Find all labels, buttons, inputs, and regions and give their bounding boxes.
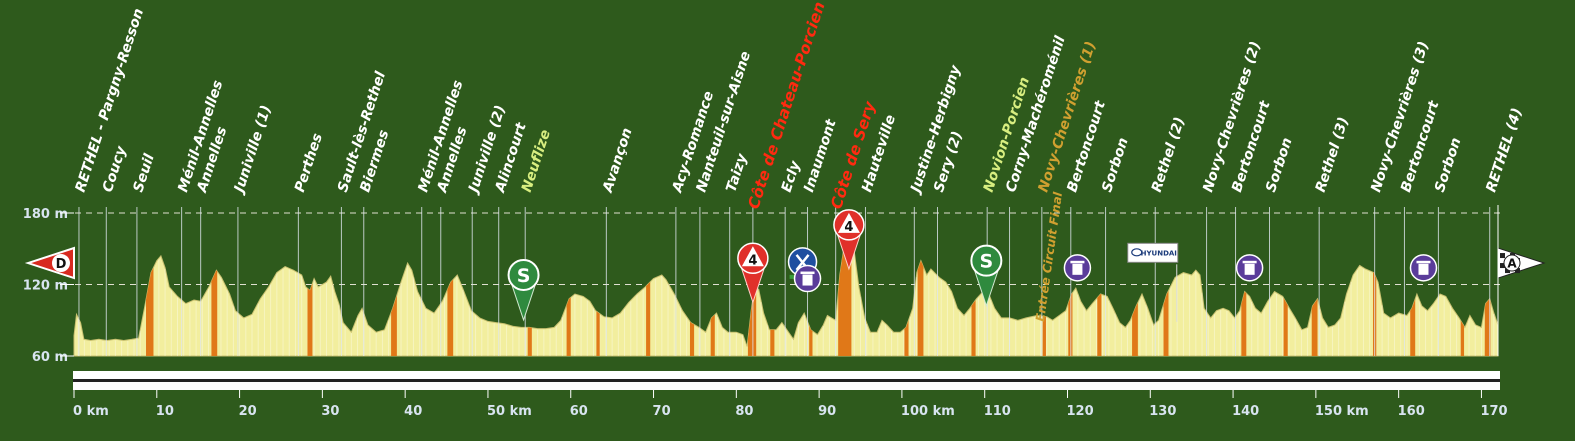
climb-stripe (809, 325, 813, 356)
climb-stripe (747, 286, 757, 356)
climb-stripe (770, 329, 775, 356)
kom-triangle (837, 212, 860, 233)
x-tick-label: 80 (735, 404, 753, 419)
axis-labels: 60 m 120 m 180 m 0 km 10 20 30 40 50 km 60 70 80 90 1… (23, 205, 1508, 419)
y-tick-label: 60 m (32, 350, 68, 365)
trash-lid-icon (1242, 260, 1257, 264)
x-tick-label: 140 (1232, 404, 1259, 419)
finish-check (1500, 253, 1505, 259)
trash-bin-icon (1072, 263, 1083, 275)
finish-check (1505, 268, 1510, 274)
trash-lid-icon (1416, 260, 1431, 264)
kom-triangle (741, 246, 764, 267)
climb-stripe (1460, 320, 1465, 356)
feed-knife-icon (795, 254, 810, 271)
sponsor-logo-text: HYUNDAI (1141, 249, 1177, 257)
x-tick-label: 30 (321, 404, 339, 419)
x-tick-label: 170 (1480, 404, 1507, 419)
x-tick-label: 110 (984, 404, 1011, 419)
x-tick-label: 150 km (1315, 404, 1369, 419)
climb-stripe (596, 311, 600, 356)
kom-category: 4 (844, 220, 853, 235)
climb-stripe (1163, 290, 1169, 356)
sprint-circle (970, 244, 1003, 277)
climb-stripe (1042, 316, 1046, 356)
climb-stripe (146, 267, 154, 356)
sponsor-logo-icon (1131, 248, 1143, 257)
route-markers: D A S S 4 4 HYUNDAI (24, 209, 1546, 322)
start-circle (52, 254, 70, 273)
distance-bar-line (73, 379, 1500, 382)
climb-stripe (211, 270, 218, 356)
sprint-circle (507, 258, 540, 291)
distance-bar (73, 371, 1500, 390)
climb-stripe (917, 260, 924, 356)
finish-check (1515, 268, 1520, 274)
x-tick-label: 120 (1066, 404, 1093, 419)
climb-stripe (904, 320, 909, 356)
climb-stripe (1241, 291, 1247, 356)
climb-stripe (1283, 297, 1288, 356)
trash-lid-icon (800, 271, 815, 275)
climb-stripe (566, 297, 571, 356)
x-tick-label: 100 km (901, 404, 955, 419)
x-tick-label: 20 (239, 404, 257, 419)
gridlines (64, 212, 1500, 285)
sprint-letter: S (517, 265, 531, 287)
sprint-letter: S (980, 251, 994, 273)
sponsor-banner (1127, 242, 1179, 263)
climb-stripe (646, 281, 651, 356)
x-tick-label: 40 (404, 404, 422, 419)
climb-stripe (527, 327, 532, 356)
profile-area (73, 232, 1499, 357)
y-tick-label: 120 m (23, 279, 68, 294)
x-tick-label: 10 (156, 404, 174, 419)
finish-circle (1503, 254, 1521, 272)
climb-stripe (1311, 298, 1318, 356)
trash-lid-icon (1070, 260, 1085, 264)
climb-stripe (1484, 298, 1491, 356)
climb-stripe (971, 299, 976, 356)
x-tick-label: 70 (653, 404, 671, 419)
climb-stripe (710, 314, 715, 356)
trash-bin-icon (1244, 263, 1255, 275)
climb-stripe (689, 321, 695, 356)
x-tick-label: 160 (1398, 404, 1425, 419)
climb-stripe (307, 283, 313, 356)
climb-stripe (1410, 298, 1416, 356)
x-tick-label: 50 km (487, 404, 532, 419)
kom-category: 4 (748, 253, 757, 268)
climb-stripe (1132, 302, 1138, 356)
x-tick-label: 60 (570, 404, 588, 419)
trash-bin-icon (1418, 263, 1429, 275)
elevation-profile (73, 232, 1499, 357)
start-letter: D (56, 257, 67, 272)
climb-stripe (447, 279, 454, 356)
x-tick-label: 0 km (73, 404, 109, 419)
finish-letter: A (1507, 257, 1517, 271)
y-tick-label: 180 m (23, 207, 68, 222)
finish-check (1500, 263, 1505, 269)
x-tick-label: 90 (818, 404, 836, 419)
climb-stripe (391, 295, 397, 356)
climb-stripe (1097, 294, 1102, 356)
trash-bin-icon (802, 274, 813, 286)
x-tick-label: 130 (1149, 404, 1176, 419)
